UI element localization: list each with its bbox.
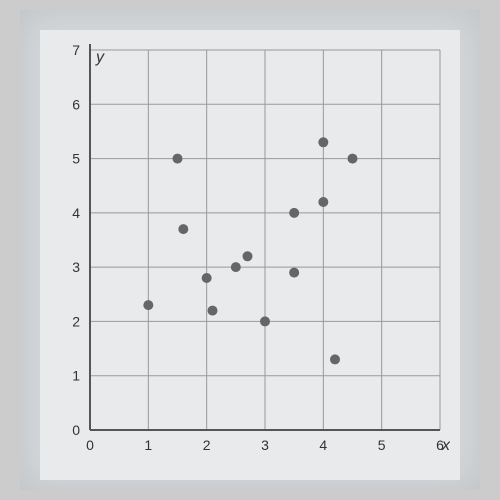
svg-text:4: 4 xyxy=(319,437,327,453)
svg-text:5: 5 xyxy=(72,151,80,167)
svg-text:1: 1 xyxy=(144,437,152,453)
data-point xyxy=(330,354,340,364)
svg-text:7: 7 xyxy=(72,42,80,58)
data-point xyxy=(143,300,153,310)
chart-container: 012345601234567xy xyxy=(40,30,460,480)
data-point xyxy=(208,306,218,316)
data-point xyxy=(318,197,328,207)
data-point xyxy=(289,208,299,218)
svg-text:y: y xyxy=(95,49,105,66)
data-point xyxy=(202,273,212,283)
svg-text:x: x xyxy=(441,437,450,454)
data-point xyxy=(243,251,253,261)
svg-text:1: 1 xyxy=(72,368,80,384)
svg-text:3: 3 xyxy=(72,259,80,275)
data-point xyxy=(318,137,328,147)
data-point xyxy=(173,154,183,164)
data-point xyxy=(231,262,241,272)
svg-text:5: 5 xyxy=(378,437,386,453)
svg-text:4: 4 xyxy=(72,205,80,221)
data-point xyxy=(348,154,358,164)
data-point xyxy=(178,224,188,234)
svg-text:2: 2 xyxy=(72,313,80,329)
svg-text:3: 3 xyxy=(261,437,269,453)
svg-text:0: 0 xyxy=(72,422,80,438)
svg-text:0: 0 xyxy=(86,437,94,453)
chart-svg: 012345601234567xy xyxy=(50,40,450,470)
scatter-chart: 012345601234567xy xyxy=(50,40,450,470)
photo-frame: 012345601234567xy xyxy=(20,10,480,490)
svg-text:2: 2 xyxy=(203,437,211,453)
data-point xyxy=(260,316,270,326)
svg-text:6: 6 xyxy=(72,96,80,112)
data-point xyxy=(289,268,299,278)
